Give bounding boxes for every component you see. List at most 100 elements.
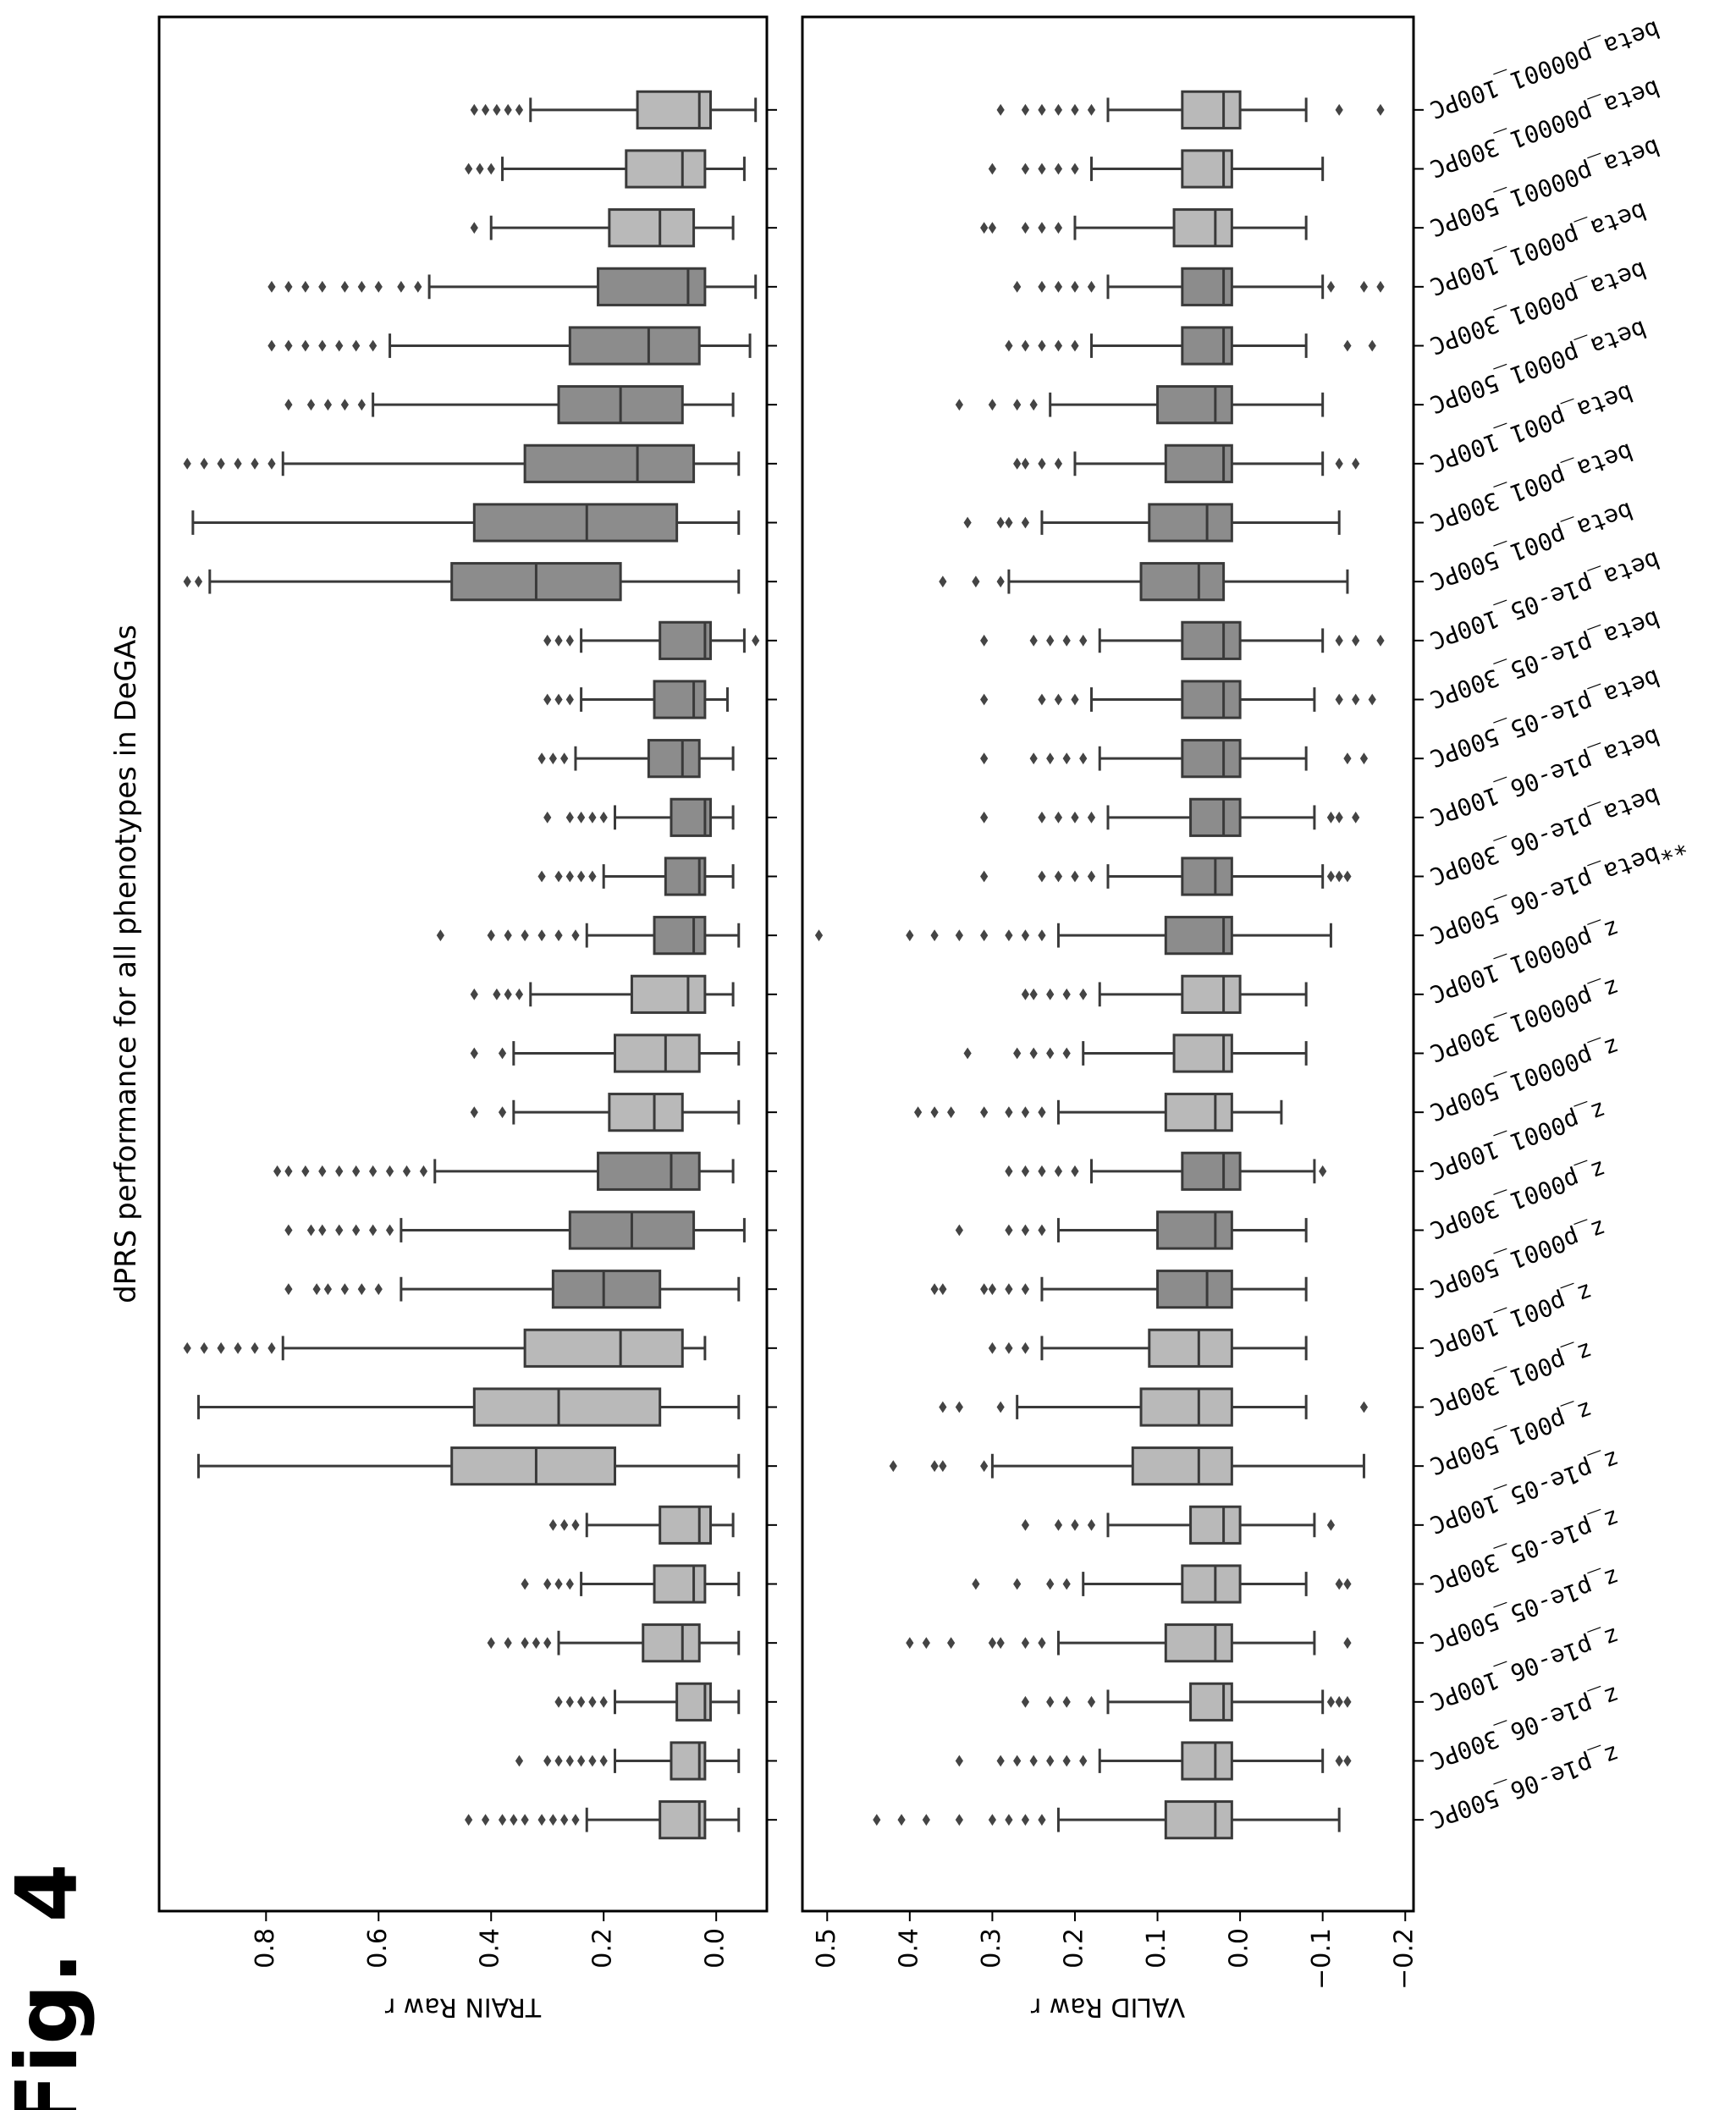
outlier-point — [939, 1460, 947, 1473]
outlier-point — [352, 1165, 361, 1177]
outlier-point — [1021, 1814, 1030, 1826]
outlier-point — [340, 1283, 349, 1296]
outlier-point — [873, 1814, 881, 1826]
outlier-point — [554, 634, 563, 647]
iqr-box — [1164, 443, 1233, 483]
outlier-point — [996, 1637, 1005, 1650]
outlier-point — [939, 1283, 947, 1296]
value-tick-label: −0.2 — [1390, 1928, 1419, 1990]
iqr-box — [1164, 1623, 1233, 1663]
outlier-point — [369, 339, 378, 352]
box-z_p00001_100PC — [1021, 974, 1308, 1014]
outlier-point — [284, 1224, 293, 1237]
outlier-point — [1343, 1755, 1352, 1767]
outlier-point — [1038, 1814, 1046, 1826]
box-beta_p001_500PC — [939, 562, 1349, 602]
box-beta_p001_100PC — [183, 443, 741, 483]
outlier-point — [543, 1578, 552, 1590]
value-tick-label: 0.3 — [977, 1928, 1006, 1969]
outlier-point — [284, 280, 293, 293]
outlier-point — [1054, 339, 1063, 352]
box-beta_p1e-05_100PC — [980, 620, 1385, 660]
outlier-point — [1005, 1165, 1013, 1177]
outlier-point — [1046, 1755, 1055, 1767]
outlier-point — [996, 516, 1005, 529]
outlier-point — [323, 1283, 333, 1296]
iqr-box — [608, 1093, 684, 1132]
iqr-box — [653, 916, 707, 956]
outlier-point — [1335, 693, 1343, 706]
outlier-point — [374, 1283, 383, 1296]
outlier-point — [565, 870, 574, 883]
outlier-point — [200, 457, 208, 470]
outlier-point — [251, 1341, 259, 1354]
outlier-point — [1071, 1165, 1079, 1177]
outlier-point — [955, 1401, 963, 1413]
outlier-point — [1335, 1578, 1343, 1590]
box-z_p1e-05_100PC — [548, 1505, 735, 1545]
outlier-point — [906, 929, 914, 942]
outlier-point — [1021, 1637, 1030, 1650]
iqr-box — [1164, 1800, 1233, 1840]
box-z_p001_300PC — [197, 1387, 741, 1427]
outlier-point — [1038, 339, 1046, 352]
box-beta_p00001_100PC — [996, 90, 1385, 129]
outlier-point — [369, 1224, 378, 1237]
iqr-box — [659, 1800, 707, 1840]
iqr-box — [523, 1328, 684, 1368]
iqr-box — [647, 739, 701, 779]
outlier-point — [1326, 1695, 1336, 1708]
box-**beta_p1e-06_500PC — [814, 916, 1332, 956]
chart-title-group: dPRS performance for all phenotypes in D… — [109, 625, 143, 1303]
box-beta_p1e-05_500PC — [537, 739, 735, 779]
outlier-point — [306, 1224, 316, 1237]
outlier-point — [1062, 1578, 1071, 1590]
value-tick-label: 0.0 — [701, 1928, 730, 1969]
iqr-box — [472, 1387, 662, 1427]
box-beta_p1e-06_100PC — [543, 797, 735, 837]
outlier-point — [267, 280, 276, 293]
outlier-point — [1359, 280, 1369, 293]
outlier-point — [1038, 811, 1046, 824]
iqr-box — [568, 326, 701, 366]
value-tick-label: −0.1 — [1307, 1928, 1336, 1990]
outlier-point — [284, 1165, 293, 1177]
outlier-point — [1038, 929, 1046, 942]
outlier-point — [560, 752, 569, 765]
outlier-point — [1071, 163, 1079, 175]
iqr-box — [551, 1270, 662, 1309]
box-beta_p001_300PC — [963, 503, 1341, 543]
iqr-box — [1189, 1682, 1233, 1722]
outlier-point — [183, 1341, 191, 1354]
outlier-point — [537, 752, 546, 765]
outlier-point — [988, 1283, 997, 1296]
outlier-point — [571, 1814, 580, 1826]
outlier-point — [1319, 1165, 1327, 1177]
box-z_p1e-06_100PC — [554, 1682, 741, 1722]
box-beta_p00001_500PC — [470, 208, 735, 248]
box-z_p001_500PC — [197, 1446, 741, 1486]
outlier-point — [1013, 457, 1022, 470]
outlier-point — [217, 1341, 225, 1354]
outlier-point — [498, 1814, 507, 1826]
iqr-box — [1164, 916, 1233, 956]
outlier-point — [234, 1341, 242, 1354]
value-tick-label: 0.4 — [476, 1928, 505, 1969]
outlier-point — [521, 1578, 529, 1590]
box-z_p1e-05_500PC — [906, 1623, 1352, 1663]
outlier-point — [930, 1106, 939, 1119]
outlier-point — [963, 1047, 972, 1060]
outlier-point — [465, 163, 473, 175]
outlier-point — [947, 1637, 956, 1650]
box-beta_p1e-05_500PC — [980, 739, 1369, 779]
outlier-point — [1343, 1637, 1352, 1650]
panel-valid: 0.5 0.4 0.3 0.2 0.1 0.0 −0.1 −0.2 VALID Raw r — [801, 15, 1424, 2022]
iqr-box — [1139, 1387, 1233, 1427]
outlier-point — [1054, 280, 1063, 293]
outlier-point — [996, 1401, 1005, 1413]
outlier-point — [301, 339, 310, 352]
outlier-point — [1054, 1518, 1063, 1531]
outlier-point — [301, 280, 310, 293]
box-beta_p0001_300PC — [267, 326, 752, 366]
